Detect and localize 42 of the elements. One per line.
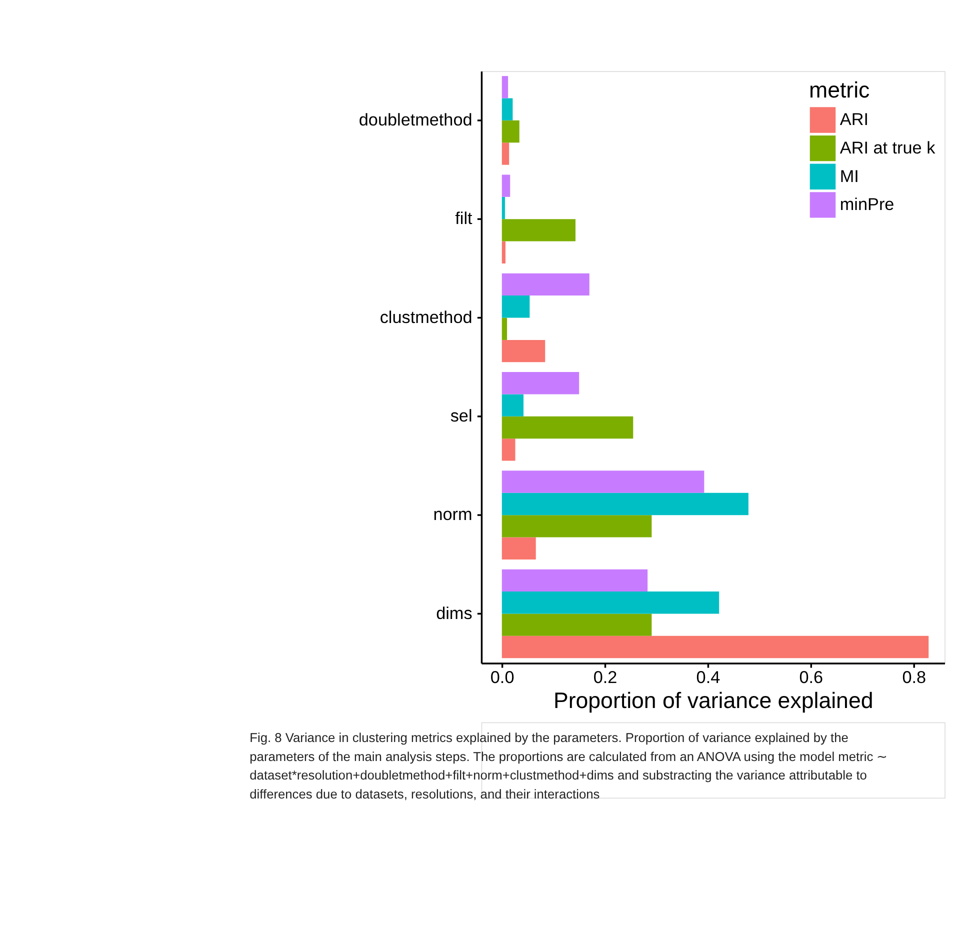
x-tick-label: 0.0	[490, 667, 514, 688]
bar	[502, 394, 524, 416]
bar	[502, 273, 590, 296]
x-tick-label: 0.2	[593, 667, 618, 688]
y-tick-label: norm	[433, 504, 472, 524]
legend-label: MI	[840, 166, 859, 186]
bar	[502, 592, 720, 614]
legend-title: metric	[809, 78, 870, 103]
y-tick-label: sel	[450, 406, 472, 426]
x-tick-label: 0.4	[696, 667, 721, 688]
y-tick-label: dims	[436, 602, 472, 623]
bar	[502, 98, 513, 120]
x-axis-title: Proportion of variance explained	[553, 688, 874, 714]
bar	[502, 196, 505, 220]
bar	[502, 614, 652, 636]
bar	[502, 241, 506, 264]
bar	[502, 569, 648, 592]
caption: Fig. 8 Variance in clustering metrics explained by the parameters. Proportion of variance explained by the parameters of the main analysis steps. The proportions are calculated from an ANOVA using the model metric ∼ dataset*resolution+doubletmethod+filt+norm+clustmethod+dims and substracting the variance attributable to differences due to datasets, resolutions, and their interactions	[250, 730, 888, 802]
bar	[502, 492, 748, 516]
y-tick-label: filt	[455, 208, 473, 228]
bar	[502, 120, 520, 143]
y-tick-label: doubletmethod	[358, 110, 472, 130]
bar	[502, 438, 516, 461]
bar	[502, 340, 546, 362]
bar	[502, 372, 580, 394]
bar	[502, 537, 536, 560]
bar	[502, 470, 704, 493]
bar	[502, 219, 576, 242]
bar	[502, 416, 634, 439]
legend-label: ARI	[840, 109, 868, 130]
bar	[502, 296, 530, 318]
bar	[502, 318, 508, 340]
bar	[502, 636, 929, 658]
bar	[502, 142, 510, 165]
bar	[502, 76, 508, 98]
x-tick-label: 0.6	[799, 667, 824, 688]
bar	[502, 515, 652, 538]
y-tick-label: clustmethod	[380, 306, 472, 327]
legend-label: minPre	[840, 194, 894, 214]
bar	[502, 174, 510, 197]
legend-label: ARI at true k	[840, 137, 936, 158]
x-tick-label: 0.8	[902, 667, 926, 688]
